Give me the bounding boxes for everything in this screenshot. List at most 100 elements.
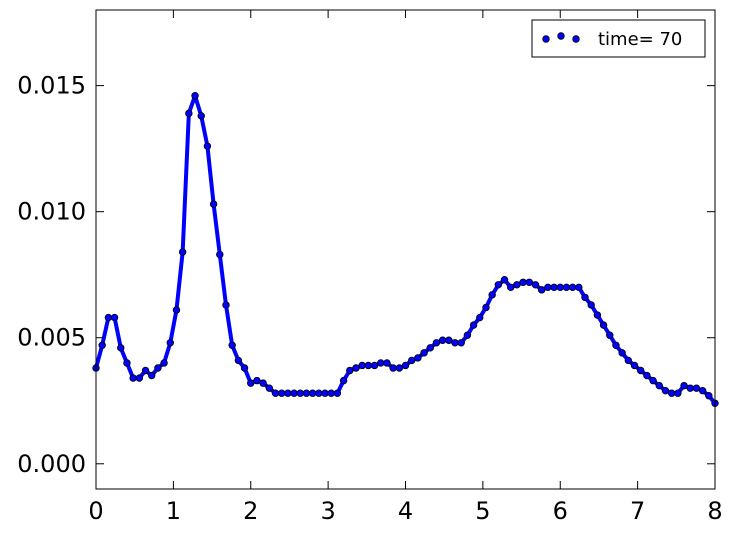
data-point — [377, 359, 385, 367]
data-point — [630, 361, 639, 370]
data-point — [209, 200, 218, 208]
data-point — [457, 339, 465, 347]
x-tick-label: 0 — [88, 497, 103, 525]
x-tick-label: 5 — [475, 497, 490, 525]
data-point — [575, 283, 583, 292]
data-point — [445, 336, 453, 344]
data-point — [197, 112, 205, 120]
data-point — [383, 359, 391, 367]
data-point — [315, 389, 323, 397]
data-point — [667, 389, 676, 397]
ticks-layer: 0 1 2 3 4 5 6 7 8 0.000 0.005 0.010 0.015 — [17, 10, 723, 525]
data-point — [117, 344, 125, 352]
data-point — [339, 376, 348, 385]
legend-marker-dot — [542, 35, 550, 43]
data-point — [123, 359, 131, 367]
legend-marker-dot — [572, 35, 580, 43]
data-point — [308, 389, 317, 397]
y-tick-label: 0.015 — [17, 72, 86, 100]
plot-area — [96, 10, 715, 489]
data-point — [135, 374, 144, 382]
data-point — [562, 283, 571, 292]
data-point — [296, 389, 304, 397]
data-point — [154, 364, 162, 372]
data-point — [686, 384, 694, 392]
data-point — [389, 364, 397, 372]
data-point — [191, 92, 199, 100]
data-point — [327, 389, 335, 397]
data-point — [612, 341, 620, 349]
data-point — [698, 386, 707, 395]
x-tick-label: 6 — [553, 497, 568, 525]
data-point — [420, 349, 428, 357]
data-point — [414, 354, 422, 362]
data-point — [216, 250, 224, 259]
data-point — [581, 293, 589, 302]
data-point — [451, 339, 459, 347]
data-point — [519, 278, 527, 286]
data-point — [469, 321, 478, 329]
data-point — [507, 283, 515, 292]
data-point — [278, 389, 286, 397]
data-point — [333, 389, 342, 397]
data-point — [253, 376, 261, 385]
data-point — [637, 366, 645, 375]
data-point — [556, 283, 564, 292]
data-point — [488, 291, 496, 299]
data-point — [185, 109, 193, 118]
data-point — [624, 356, 633, 365]
data-point — [649, 376, 657, 385]
data-point — [432, 339, 441, 347]
legend: time= 70 — [531, 19, 706, 58]
x-tick-label: 3 — [320, 497, 335, 525]
data-point — [525, 278, 533, 286]
data-point — [104, 313, 113, 322]
series-layer — [92, 92, 719, 407]
data-point — [98, 341, 106, 349]
data-point — [395, 364, 404, 372]
data-point — [593, 311, 602, 319]
data-point — [705, 392, 713, 400]
data-point — [129, 374, 137, 382]
data-point — [302, 389, 311, 397]
data-point — [587, 301, 595, 309]
data-point — [352, 364, 360, 372]
data-point — [271, 389, 280, 397]
y-tick-label: 0.005 — [17, 324, 86, 352]
data-point — [643, 371, 651, 380]
data-point — [606, 331, 614, 339]
data-point — [358, 361, 366, 370]
data-point — [160, 359, 168, 367]
data-point — [513, 281, 521, 289]
data-point — [259, 379, 267, 387]
data-point — [370, 361, 379, 370]
y-tick-label: 0.010 — [17, 198, 86, 226]
data-point — [692, 384, 701, 392]
data-point — [265, 384, 274, 392]
legend-label: time= 70 — [598, 29, 682, 50]
data-point — [228, 341, 236, 349]
data-point — [537, 286, 546, 294]
data-point — [172, 306, 181, 314]
data-point — [655, 381, 663, 390]
data-point — [203, 142, 212, 150]
data-point — [247, 379, 255, 387]
data-point — [346, 366, 354, 375]
data-point — [544, 283, 552, 292]
x-tick-label: 2 — [243, 497, 258, 525]
x-tick-label: 4 — [398, 497, 413, 525]
data-point — [148, 371, 156, 380]
data-point — [240, 364, 249, 372]
data-point — [284, 389, 292, 397]
data-point — [550, 283, 558, 292]
data-point — [494, 281, 503, 289]
data-point — [476, 313, 484, 322]
legend-marker-dot — [557, 32, 565, 40]
legend-series-marker — [542, 32, 580, 43]
data-point — [401, 361, 410, 370]
data-point — [364, 361, 373, 370]
data-point — [222, 301, 230, 309]
data-point — [674, 389, 682, 397]
data-point — [568, 283, 577, 292]
